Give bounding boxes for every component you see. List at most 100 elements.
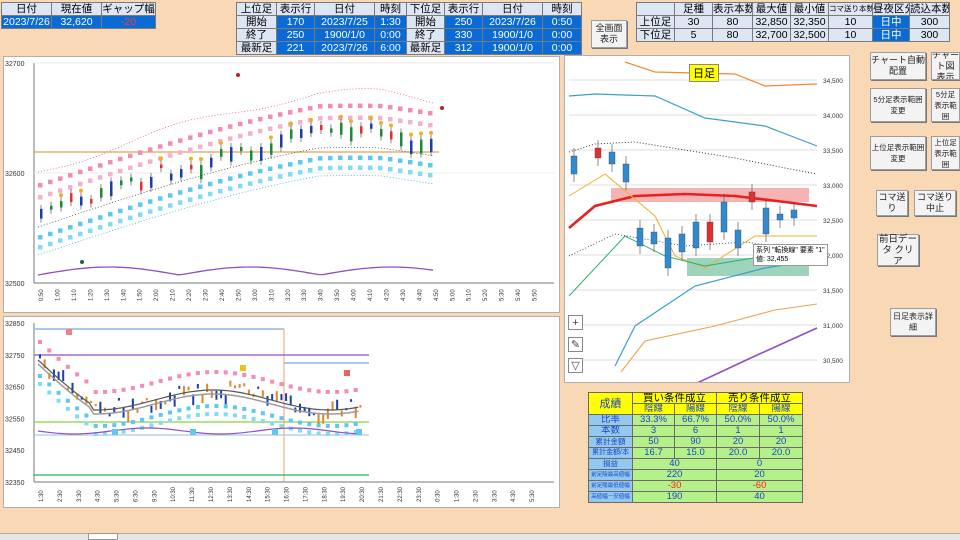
band-marker — [398, 158, 403, 163]
band-marker — [108, 171, 113, 177]
cell[interactable]: 312 — [444, 41, 483, 55]
band-marker — [353, 421, 358, 426]
cell[interactable]: 10 — [828, 15, 873, 29]
band-marker — [318, 156, 323, 161]
cell[interactable]: 300 — [909, 15, 950, 29]
cell[interactable]: 1900/1/0 — [314, 28, 375, 42]
band-marker — [251, 416, 256, 421]
cell: 陽線 — [674, 403, 717, 415]
chart-display-button[interactable]: チャート図 表示 — [931, 52, 960, 80]
chart-auto-button[interactable]: チャート自動配置 — [870, 52, 926, 80]
candle-body — [40, 208, 43, 219]
cell[interactable]: 32,850 — [752, 15, 791, 29]
zoom-plus-icon[interactable]: + — [568, 315, 583, 330]
band-marker — [78, 221, 83, 227]
cell[interactable]: 0:00 — [542, 41, 582, 55]
current-date[interactable]: 2023/7/26 — [1, 15, 52, 29]
cell[interactable]: 2023/7/26 — [482, 15, 543, 29]
ma-line — [568, 93, 818, 147]
cell[interactable]: 80 — [712, 28, 753, 42]
brush-icon[interactable]: ✎ — [568, 337, 583, 352]
cell[interactable]: 1900/1/0 — [482, 41, 543, 55]
band-marker — [38, 183, 43, 188]
band-marker — [38, 374, 42, 378]
cell: 16.7 — [632, 447, 675, 459]
band-marker — [260, 419, 265, 424]
cell[interactable]: 170 — [276, 15, 315, 29]
filter-icon[interactable]: ▽ — [568, 358, 583, 373]
ma-line — [568, 233, 818, 257]
candle-body — [331, 401, 334, 411]
cell[interactable]: 32,500 — [790, 28, 829, 42]
cell[interactable]: 1900/1/0 — [482, 28, 543, 42]
candle-body — [622, 163, 630, 183]
five-min-chart[interactable]: 32700 32600 32500 0:50 1:00 1:10 1:20 1:30 1:40 1… — [3, 56, 560, 313]
candle-body — [776, 213, 784, 221]
cell: 昼夜区分 — [872, 2, 910, 16]
cell[interactable]: 30 — [674, 15, 713, 29]
thirty-min-chart[interactable]: 32850 32750 32650 32550 32450 32350 1:30 2:30 3:… — [3, 316, 560, 508]
band-marker — [208, 129, 213, 135]
band-marker — [158, 196, 163, 201]
koma-stop-button[interactable]: コマ送り 中止 — [914, 190, 956, 216]
cell[interactable]: 5 — [674, 28, 713, 42]
cell[interactable]: 2023/7/25 — [314, 15, 375, 29]
cell[interactable]: 1:30 — [374, 15, 407, 29]
band-marker — [88, 228, 93, 233]
band-marker — [307, 430, 312, 435]
gap-width[interactable]: -20 — [101, 15, 156, 29]
cell[interactable]: 330 — [444, 28, 483, 42]
cell[interactable]: 日中 — [872, 15, 910, 29]
band-marker — [398, 168, 403, 173]
cell[interactable]: 6:00 — [374, 41, 407, 55]
sell-header: 売り条件成立 — [716, 392, 803, 404]
x-tick-label: 3:50 — [335, 289, 341, 301]
cell[interactable]: 221 — [276, 41, 315, 55]
upper-range-button[interactable]: 上位足表示範囲変更 — [870, 136, 926, 170]
cell: 15.0 — [674, 447, 717, 459]
candle-body — [173, 395, 176, 407]
cell[interactable]: 250 — [276, 28, 315, 42]
daily-chart[interactable]: 34,500 34,000 33,500 33,000 32,500 32,000 31,5… — [564, 55, 850, 383]
koma-okuri-button[interactable]: コマ送り — [876, 190, 908, 216]
signal-dot — [199, 157, 203, 162]
cell[interactable]: 250 — [444, 15, 483, 29]
band-marker — [48, 179, 53, 185]
band-marker — [78, 181, 83, 187]
signal-dot — [189, 156, 193, 161]
cell[interactable]: 10 — [828, 28, 873, 42]
band-marker — [47, 390, 52, 395]
cell[interactable]: 2023/7/26 — [314, 41, 375, 55]
five-min-range-2-button[interactable]: 5分足 表示範囲 — [931, 88, 960, 122]
band-marker — [48, 241, 53, 247]
band-marker — [335, 423, 340, 428]
fullscreen-button[interactable]: 全画面表示 — [591, 20, 627, 48]
sheet-tab[interactable] — [88, 533, 118, 540]
daily-detail-button[interactable]: 日足表示詳細 — [890, 308, 936, 336]
cell[interactable]: 0:50 — [542, 15, 582, 29]
cell: 最新足 — [406, 41, 445, 55]
band-marker — [98, 215, 103, 220]
cell: 50.0% — [759, 414, 803, 426]
cell: 前足陽最低値幅 — [588, 480, 633, 492]
cell[interactable]: 300 — [909, 28, 950, 42]
band-marker — [298, 107, 303, 113]
y-tick-label: 32,000 — [823, 253, 843, 260]
band-marker — [108, 159, 113, 165]
cell[interactable]: 0:00 — [542, 28, 582, 42]
x-tick-label: 3:10 — [269, 289, 275, 301]
x-tick-label: 5:40 — [516, 289, 522, 301]
cell[interactable]: 日中 — [872, 28, 910, 42]
cell[interactable]: 32,350 — [790, 15, 829, 29]
cell[interactable]: 32,700 — [752, 28, 791, 42]
signal-marker — [190, 429, 196, 435]
prev-day-clear-button[interactable]: 前日データ クリア — [877, 233, 919, 267]
current-price[interactable]: 32,620 — [51, 15, 102, 29]
band-marker — [348, 115, 353, 120]
cell[interactable]: 0:00 — [374, 28, 407, 42]
cell[interactable]: 80 — [712, 15, 753, 29]
candle-body — [108, 412, 111, 417]
x-tick-label: 4:20 — [384, 289, 390, 301]
five-min-range-button[interactable]: 5分足表示範囲変更 — [870, 88, 926, 122]
upper-range-2-button[interactable]: 上位足 表示範囲 — [931, 136, 960, 170]
